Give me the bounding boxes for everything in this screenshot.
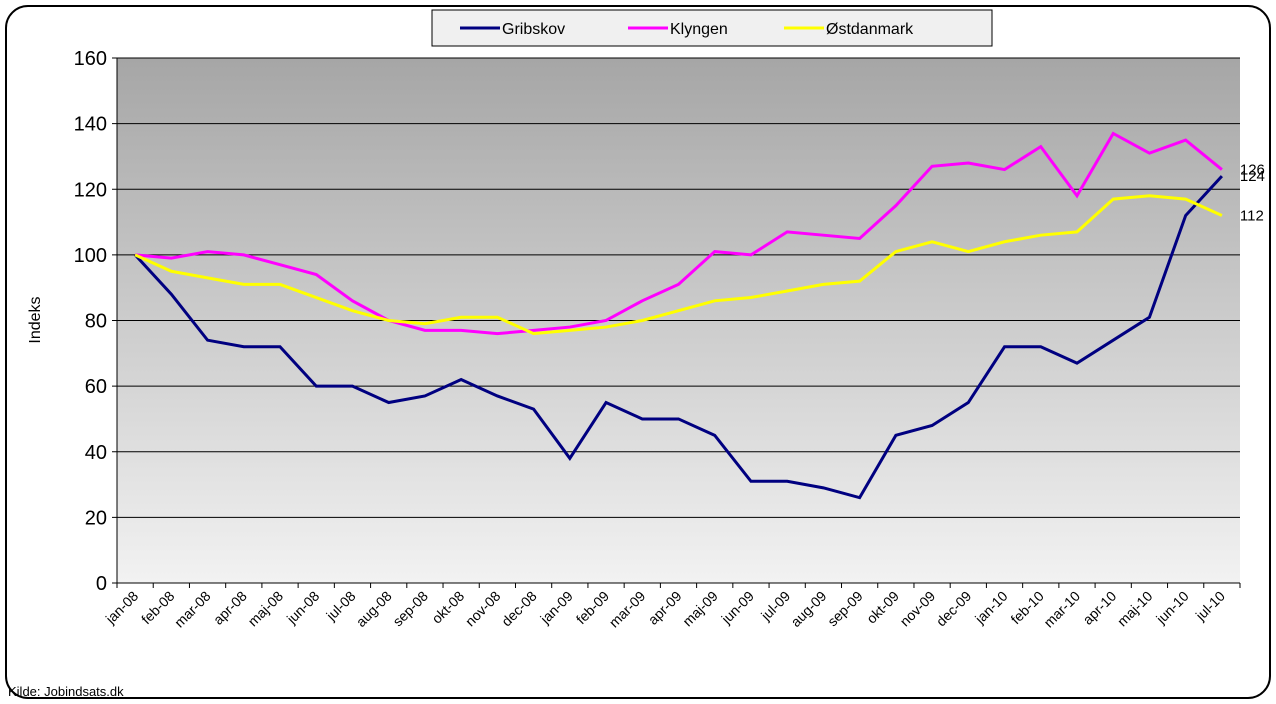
y-tick-label: 100: [74, 245, 107, 267]
y-tick-label: 20: [85, 507, 107, 529]
end-label: 126: [1240, 162, 1265, 179]
end-label: 112: [1240, 208, 1264, 225]
series-line: [134, 175, 1223, 500]
y-axis-label: Indeks: [27, 296, 44, 343]
y-tick-label: 140: [74, 114, 107, 136]
legend-label: Østdanmark: [826, 21, 914, 38]
legend: [431, 9, 993, 47]
y-tick-label: 120: [74, 179, 107, 201]
y-tick-label: 80: [85, 311, 107, 333]
y-tick-label: 60: [85, 376, 107, 398]
y-tick-label: 0: [96, 573, 107, 595]
y-tick-label: 160: [74, 48, 107, 70]
end-label: 124: [1240, 168, 1265, 185]
source: Kilde: Jobindsats.dk: [8, 684, 124, 699]
y-tick-label: 40: [85, 442, 107, 464]
legend-label: Gribskov: [502, 21, 565, 38]
legend-label: Klyngen: [670, 21, 728, 38]
series-line: [134, 194, 1223, 336]
series-line: [134, 131, 1223, 336]
